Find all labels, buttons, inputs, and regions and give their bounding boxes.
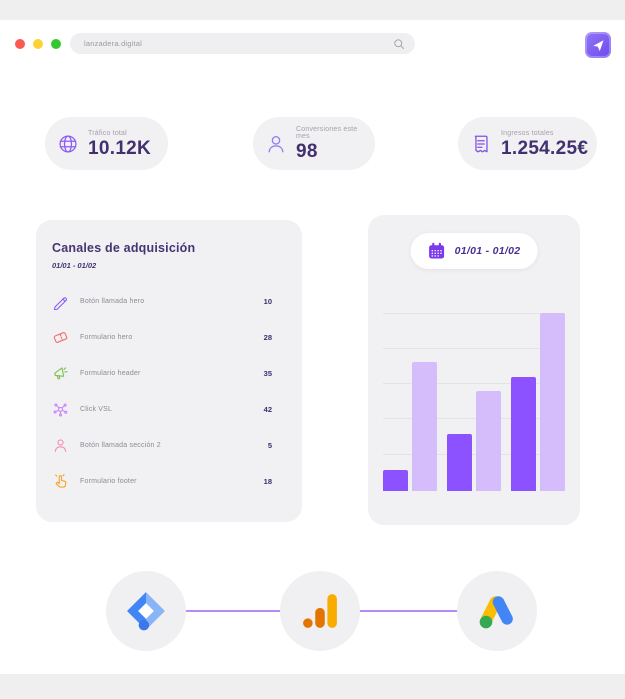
stat-card-traffic: Tráfico total 10.12K bbox=[45, 117, 168, 170]
channel-row: Botón llamada hero 10 bbox=[52, 283, 286, 319]
close-window-button[interactable] bbox=[15, 39, 25, 49]
channel-label: Botón llamada sección 2 bbox=[80, 441, 161, 449]
calendar-icon bbox=[428, 242, 446, 260]
top-strip bbox=[0, 0, 625, 20]
channel-row: Formulario footer 18 bbox=[52, 463, 286, 499]
channel-row: Botón llamada sección 2 5 bbox=[52, 427, 286, 463]
date-range-picker[interactable]: 01/01 - 01/02 bbox=[410, 233, 538, 269]
channel-value: 5 bbox=[267, 440, 272, 450]
bar-chart bbox=[383, 313, 565, 491]
chart-bar bbox=[511, 377, 536, 491]
bottom-strip bbox=[0, 674, 625, 699]
chart-bar bbox=[383, 470, 408, 491]
acquisition-channels-panel: Canales de adquisición 01/01 - 01/02 Bot… bbox=[36, 220, 302, 522]
magnifier-icon[interactable] bbox=[393, 38, 405, 50]
stat-label: Tráfico total bbox=[88, 129, 127, 137]
stat-card-conversions: Conversiones este mes 98 bbox=[253, 117, 375, 170]
stat-label: Conversiones este mes bbox=[296, 126, 358, 140]
channel-value: 10 bbox=[263, 296, 272, 306]
channel-value: 18 bbox=[263, 476, 272, 486]
chart-bar bbox=[540, 313, 565, 491]
app-icon-button[interactable] bbox=[585, 32, 611, 58]
channel-label: Formulario header bbox=[80, 369, 141, 377]
channel-label: Botón llamada hero bbox=[80, 297, 145, 305]
paper-plane-icon bbox=[591, 38, 606, 53]
channel-row: Click VSL 42 bbox=[52, 391, 286, 427]
channel-value: 28 bbox=[263, 332, 272, 342]
tap-icon bbox=[52, 473, 69, 490]
invoice-icon bbox=[470, 133, 492, 155]
ticket-icon bbox=[52, 329, 69, 346]
google-tag-manager-logo[interactable] bbox=[106, 571, 186, 651]
chart-panel: 01/01 - 01/02 bbox=[368, 215, 580, 525]
channel-row: Formulario hero 28 bbox=[52, 319, 286, 355]
chart-bar bbox=[476, 391, 501, 491]
bar-chart-bars bbox=[383, 313, 565, 491]
channel-value: 42 bbox=[263, 404, 272, 414]
channel-label: Formulario footer bbox=[80, 477, 137, 485]
google-ads-logo[interactable] bbox=[457, 571, 537, 651]
stat-value: 98 bbox=[296, 141, 318, 162]
window-controls bbox=[15, 39, 61, 49]
google-analytics-logo[interactable] bbox=[280, 571, 360, 651]
pen-icon bbox=[52, 293, 69, 310]
person-icon bbox=[52, 437, 69, 454]
channel-rows: Botón llamada hero 10 Formulario hero 28 bbox=[52, 283, 286, 499]
panel-date-range: 01/01 - 01/02 bbox=[52, 261, 97, 270]
megaphone-icon bbox=[52, 365, 69, 382]
person-icon bbox=[265, 133, 287, 155]
chart-bar bbox=[447, 434, 472, 491]
chart-bar bbox=[412, 362, 437, 491]
date-range-text: 01/01 - 01/02 bbox=[454, 245, 521, 257]
channel-label: Click VSL bbox=[80, 405, 113, 413]
panel-title: Canales de adquisición bbox=[52, 241, 196, 255]
network-icon bbox=[52, 401, 69, 418]
channel-row: Formulario header 35 bbox=[52, 355, 286, 391]
chart-gridlines bbox=[383, 313, 565, 491]
globe-icon bbox=[57, 133, 79, 155]
channel-label: Formulario hero bbox=[80, 333, 133, 341]
stat-card-revenue: Ingresos totales 1.254.25€ bbox=[458, 117, 597, 170]
minimize-window-button[interactable] bbox=[33, 39, 43, 49]
stat-value: 1.254.25€ bbox=[501, 137, 589, 159]
maximize-window-button[interactable] bbox=[51, 39, 61, 49]
url-text[interactable]: lanzadera.digital bbox=[84, 39, 143, 48]
channel-value: 35 bbox=[263, 368, 272, 378]
stat-value: 10.12K bbox=[88, 137, 152, 159]
stat-label: Ingresos totales bbox=[501, 129, 554, 137]
address-bar[interactable]: lanzadera.digital bbox=[70, 33, 415, 54]
